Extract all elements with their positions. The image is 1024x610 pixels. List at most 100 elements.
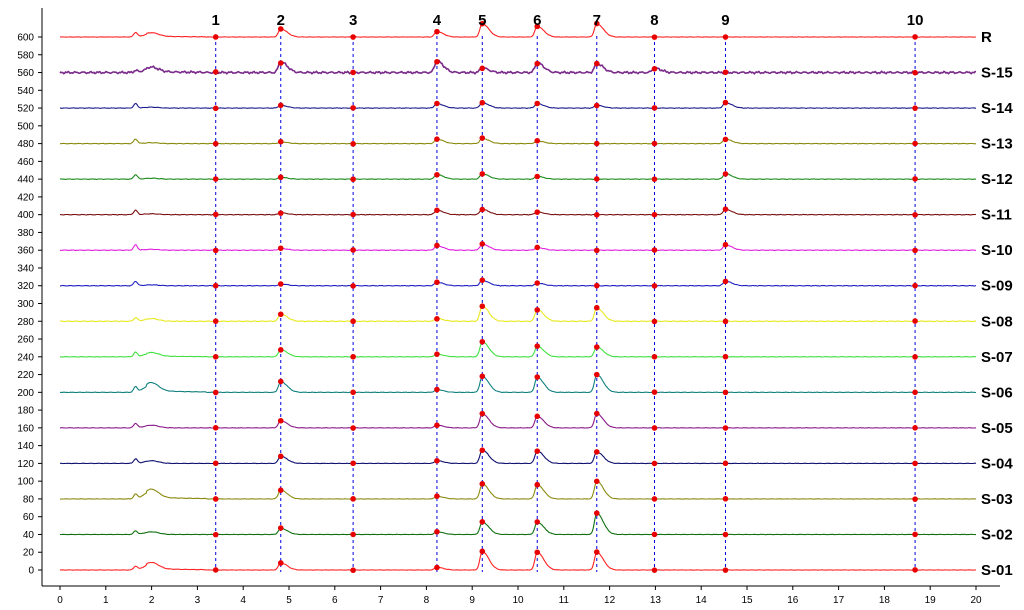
peak-marker — [534, 23, 541, 30]
peak-marker — [277, 453, 284, 460]
y-tick-label: 260 — [17, 335, 34, 346]
y-tick-label: 420 — [17, 192, 34, 203]
peak-marker — [350, 496, 356, 502]
peak-marker — [722, 69, 729, 76]
peak-marker — [912, 318, 918, 324]
x-tick-label: 2 — [149, 595, 155, 606]
peak-marker — [534, 374, 541, 380]
peak-markers — [212, 20, 918, 574]
peak-marker — [593, 410, 600, 417]
peak-marker — [434, 386, 440, 393]
peak-marker — [350, 141, 356, 147]
y-tick-label: 200 — [17, 388, 34, 399]
peak-marker — [912, 212, 918, 218]
peak-marker — [277, 525, 284, 531]
peak-marker — [722, 171, 729, 177]
x-tick-label: 3 — [195, 595, 201, 606]
peak-marker — [534, 100, 541, 107]
peak-marker — [722, 567, 729, 573]
peak-label: 3 — [349, 12, 357, 29]
y-tick-label: 400 — [17, 210, 34, 221]
peak-marker — [651, 211, 658, 218]
x-tick-label: 16 — [787, 595, 799, 606]
peak-marker — [534, 448, 541, 454]
peak-label: 9 — [721, 12, 729, 29]
x-tick-label: 8 — [424, 595, 430, 606]
series-line — [59, 305, 977, 323]
peak-marker — [912, 567, 918, 573]
y-tick-label: 160 — [17, 423, 34, 434]
y-tick-label: 500 — [17, 121, 34, 132]
peak-marker — [212, 211, 219, 218]
peak-marker — [479, 99, 486, 106]
peak-marker — [593, 211, 600, 218]
y-tick-label: 380 — [17, 228, 34, 239]
peak-marker — [534, 244, 541, 251]
peak-marker — [434, 171, 440, 178]
peak-marker — [651, 496, 658, 502]
x-axis-ticks: 0 1 2 3 4 5 6 7 8 9 10 11 12 13 14 15 16 17 18 19 20 — [57, 586, 982, 606]
peak-marker — [912, 34, 918, 40]
series-line — [60, 102, 976, 109]
series-line — [60, 550, 977, 571]
y-tick-label: 280 — [17, 317, 34, 328]
peak-marker — [434, 58, 440, 65]
x-tick-label: 15 — [741, 595, 753, 606]
peak-marker — [434, 528, 440, 535]
peak-marker — [434, 316, 440, 322]
series-line — [59, 341, 977, 358]
series-label: S-02 — [981, 526, 1013, 543]
y-tick-label: 580 — [17, 50, 34, 61]
x-tick-label: 19 — [925, 595, 937, 606]
peak-label: 7 — [593, 12, 601, 29]
y-tick-label: 540 — [17, 86, 34, 97]
peak-marker — [479, 135, 486, 141]
peak-marker — [434, 279, 440, 286]
peak-marker — [479, 303, 486, 310]
peak-marker — [479, 277, 486, 283]
x-tick-label: 20 — [970, 595, 982, 606]
y-tick-label: 180 — [17, 406, 34, 417]
peak-marker — [434, 564, 440, 571]
series-line — [60, 137, 977, 145]
peak-marker — [593, 304, 600, 311]
y-tick-label: 240 — [17, 352, 34, 363]
peak-marker — [651, 531, 658, 538]
peak-marker — [593, 102, 600, 109]
x-tick-label: 0 — [57, 595, 63, 606]
series-line — [59, 59, 977, 75]
peak-marker — [434, 207, 440, 214]
peak-marker — [722, 531, 729, 538]
x-tick-label: 12 — [604, 595, 616, 606]
peak-marker — [479, 481, 486, 487]
peak-marker — [350, 247, 356, 253]
y-tick-label: 0 — [28, 566, 34, 577]
y-tick-label: 140 — [17, 441, 34, 452]
peak-marker — [651, 353, 658, 360]
peak-marker — [912, 247, 918, 254]
x-tick-label: 4 — [240, 595, 246, 606]
peak-marker — [534, 413, 541, 420]
peak-marker — [534, 519, 541, 525]
peak-marker — [593, 247, 600, 254]
peak-guide-lines — [215, 36, 916, 572]
peak-marker — [651, 140, 658, 147]
series-label: S-04 — [981, 455, 1013, 472]
peak-marker — [479, 519, 486, 525]
peak-marker — [212, 282, 219, 289]
peak-marker — [350, 425, 356, 431]
peak-marker — [212, 247, 219, 254]
y-tick-label: 220 — [17, 370, 34, 381]
peak-marker — [212, 140, 219, 147]
peak-marker — [479, 410, 486, 417]
x-tick-label: 18 — [879, 595, 891, 606]
peak-marker — [479, 20, 486, 27]
x-tick-label: 9 — [469, 595, 475, 606]
y-tick-label: 460 — [17, 157, 34, 168]
peak-marker — [534, 60, 541, 67]
series-line — [59, 243, 977, 252]
x-tick-label: 1 — [103, 595, 109, 606]
y-tick-label: 320 — [17, 281, 34, 292]
peak-marker — [534, 549, 541, 556]
